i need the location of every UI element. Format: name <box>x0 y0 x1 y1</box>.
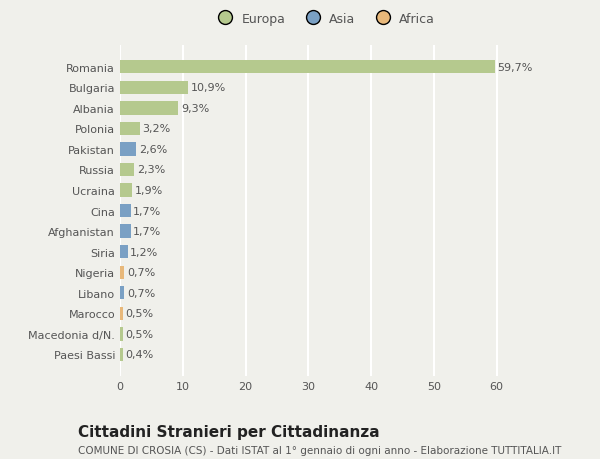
Text: 1,2%: 1,2% <box>130 247 158 257</box>
Text: 1,9%: 1,9% <box>134 185 163 196</box>
Bar <box>120 61 495 74</box>
Bar <box>120 286 124 300</box>
Text: 2,6%: 2,6% <box>139 145 167 155</box>
Bar <box>120 81 188 95</box>
Bar <box>120 123 140 136</box>
Bar <box>120 184 132 197</box>
Text: 3,2%: 3,2% <box>143 124 171 134</box>
Bar <box>120 102 178 115</box>
Text: 2,3%: 2,3% <box>137 165 165 175</box>
Text: COMUNE DI CROSIA (CS) - Dati ISTAT al 1° gennaio di ogni anno - Elaborazione TUT: COMUNE DI CROSIA (CS) - Dati ISTAT al 1°… <box>78 445 562 455</box>
Text: 10,9%: 10,9% <box>191 83 226 93</box>
Bar <box>120 225 131 238</box>
Bar <box>120 204 131 218</box>
Bar <box>120 307 123 320</box>
Legend: Europa, Asia, Africa: Europa, Asia, Africa <box>213 12 435 25</box>
Text: 0,5%: 0,5% <box>125 309 154 319</box>
Text: Cittadini Stranieri per Cittadinanza: Cittadini Stranieri per Cittadinanza <box>78 425 380 440</box>
Bar <box>120 266 124 280</box>
Text: 0,4%: 0,4% <box>125 350 153 360</box>
Text: 0,5%: 0,5% <box>125 329 154 339</box>
Text: 59,7%: 59,7% <box>497 62 533 73</box>
Text: 0,7%: 0,7% <box>127 288 155 298</box>
Bar <box>120 163 134 177</box>
Text: 1,7%: 1,7% <box>133 206 161 216</box>
Text: 1,7%: 1,7% <box>133 227 161 237</box>
Bar <box>120 348 122 361</box>
Text: 0,7%: 0,7% <box>127 268 155 278</box>
Text: 9,3%: 9,3% <box>181 104 209 113</box>
Bar <box>120 328 123 341</box>
Bar <box>120 246 128 259</box>
Bar <box>120 143 136 156</box>
